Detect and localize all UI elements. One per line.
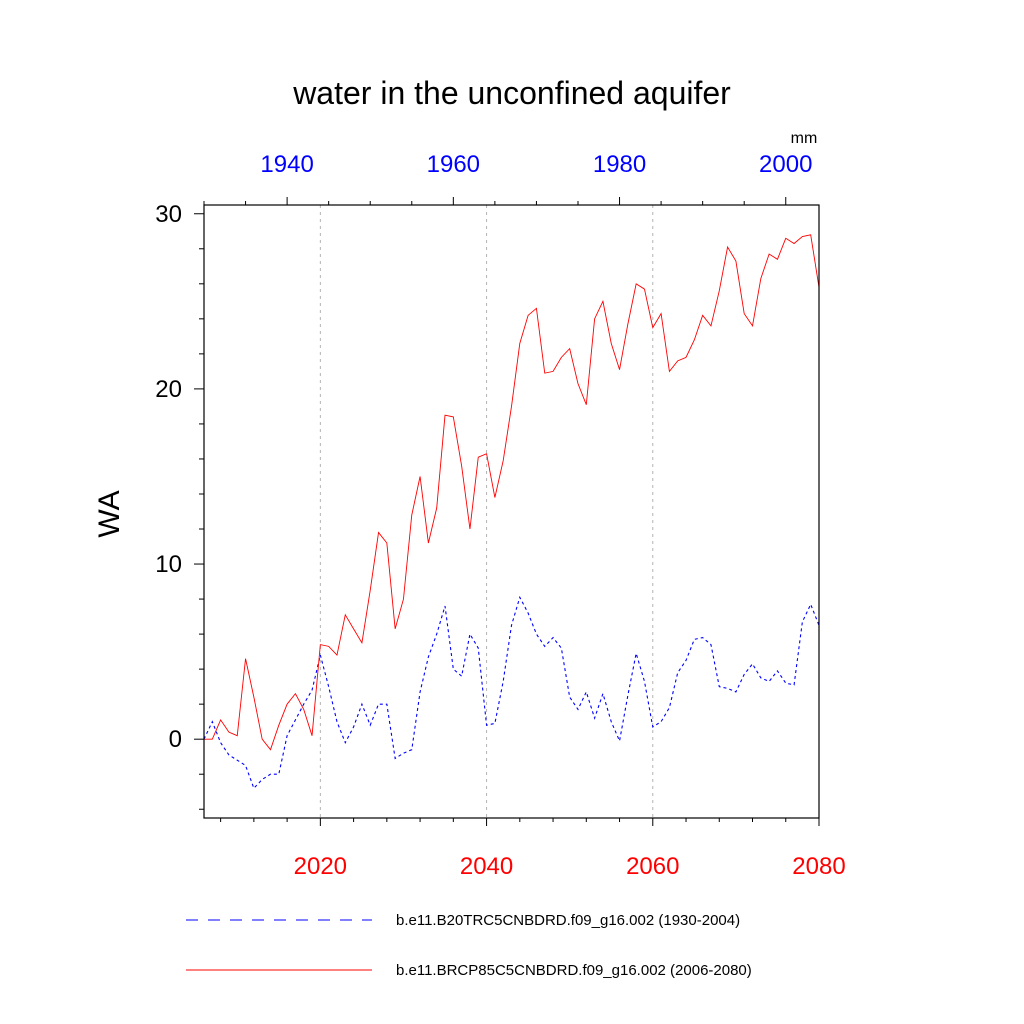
- x-bottom-tick-label: 2020: [294, 853, 347, 880]
- y-tick-label: 0: [169, 726, 182, 753]
- series-line-0: [203, 595, 820, 790]
- x-top-tick-label: 2000: [759, 151, 812, 178]
- series-line-1: [204, 234, 820, 751]
- x-top-tick-label: 1980: [593, 151, 646, 178]
- x-bottom-tick-label: 2040: [460, 853, 513, 880]
- y-tick-label: 10: [155, 551, 182, 578]
- legend-label-historical: b.e11.B20TRC5CNBDRD.f09_g16.002 (1930-20…: [396, 912, 740, 929]
- plot-frame: [203, 204, 820, 819]
- y-tick-label: 20: [155, 376, 182, 403]
- legend: b.e11.B20TRC5CNBDRD.f09_g16.002 (1930-20…: [186, 912, 752, 979]
- axis-ticks: [194, 197, 820, 826]
- chart-title: water in the unconfined aquifer: [292, 75, 731, 111]
- series-lines: [203, 234, 820, 790]
- legend-label-rcp85: b.e11.BRCP85C5CNBDRD.f09_g16.002 (2006-2…: [396, 962, 752, 979]
- units-label: mm: [791, 130, 818, 147]
- x-bottom-tick-label: 2060: [626, 853, 679, 880]
- x-top-tick-label: 1960: [427, 151, 480, 178]
- y-axis-label: WA: [93, 490, 126, 537]
- x-top-tick-label: 1940: [260, 151, 313, 178]
- tick-labels: 0 10 20 30 2020 2040 2060 2080 1940 1960 1980 2000: [155, 151, 845, 880]
- x-bottom-tick-label: 2080: [792, 853, 845, 880]
- y-tick-label: 30: [155, 201, 182, 228]
